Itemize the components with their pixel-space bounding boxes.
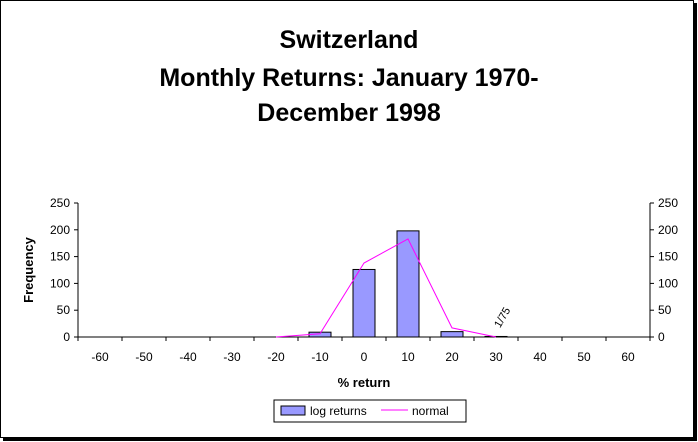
y-tick-label-left: 150 [50, 250, 70, 264]
y-tick-label-right: 250 [658, 196, 678, 210]
x-tick-label: 30 [489, 350, 503, 364]
chart-title-line-1: Switzerland [279, 26, 419, 54]
chart-title-line-3: December 1998 [257, 99, 441, 127]
bar-log-returns [396, 230, 420, 338]
y-tick-label-right: 150 [658, 250, 678, 264]
x-tick-label: -10 [311, 350, 329, 364]
legend-box [273, 399, 467, 423]
x-tick-label: 40 [533, 350, 547, 364]
y-tick-label-left: 0 [63, 330, 70, 344]
legend-label-log-returns: log returns [310, 404, 367, 418]
bar-log-returns [440, 331, 464, 338]
legend: log returns normal [273, 399, 467, 423]
y-tick-label-left: 200 [50, 223, 70, 237]
x-tick-label: -50 [135, 350, 153, 364]
y-tick-label-right: 100 [658, 276, 678, 290]
x-tick-label: -30 [223, 350, 241, 364]
chart-title-line-2: Monthly Returns: January 1970- [159, 64, 539, 92]
x-tick-label: 10 [401, 350, 415, 364]
y-tick-label-left: 250 [50, 196, 70, 210]
legend-label-normal: normal [412, 404, 449, 418]
x-tick-label: 50 [577, 350, 591, 364]
legend-swatch-log-returns [280, 405, 306, 416]
y-tick-label-right: 50 [658, 303, 672, 317]
x-tick-label: -60 [91, 350, 109, 364]
x-tick-label: 0 [361, 350, 368, 364]
line-normal [275, 238, 497, 338]
data-label-annotation: 1/75 [492, 305, 513, 330]
y-tick-label-right: 200 [658, 223, 678, 237]
y-tick-label-left: 100 [50, 276, 70, 290]
x-axis-label: % return [338, 375, 391, 390]
x-tick-label: 20 [445, 350, 459, 364]
x-tick-label: 60 [621, 350, 635, 364]
y-tick-label-right: 0 [658, 330, 665, 344]
y-axis-label: Frequency [21, 236, 36, 303]
x-tick-label: -40 [179, 350, 197, 364]
x-tick-label: -20 [267, 350, 285, 364]
bar-log-returns [352, 268, 376, 338]
y-tick-label-left: 50 [57, 303, 71, 317]
